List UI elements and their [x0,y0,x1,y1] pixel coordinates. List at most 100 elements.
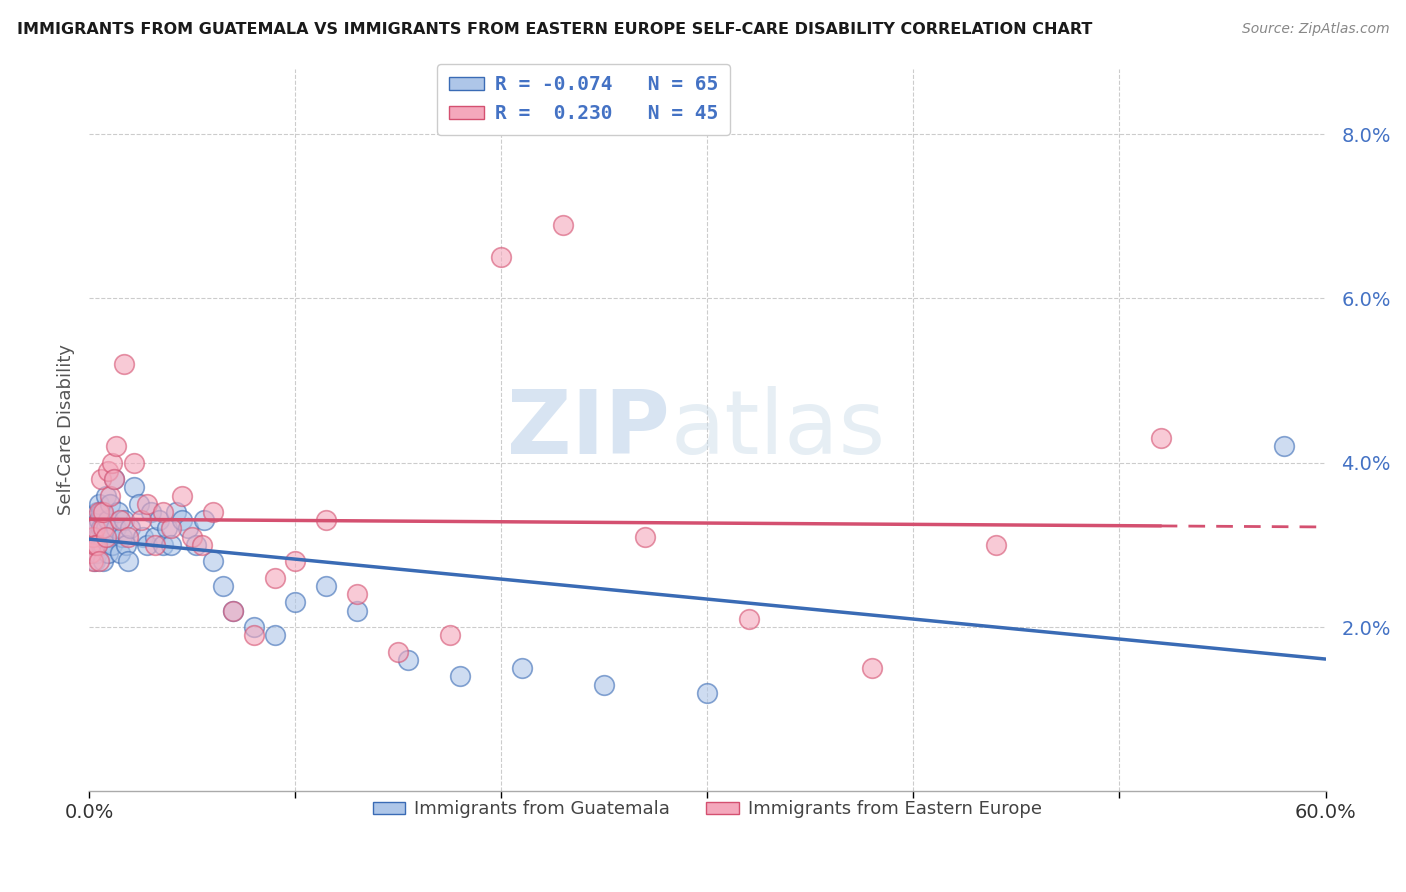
Point [100,538,122,552]
Point [243,620,266,634]
Point [90,521,112,535]
Point [156,521,179,535]
Point [86,538,108,552]
Point [82,513,104,527]
Point [696,686,718,700]
Point [84,521,107,535]
Point [84,521,107,535]
Point [80,521,103,535]
Point [82,546,104,560]
Point [97,546,120,560]
Point [315,579,337,593]
Point [737,612,759,626]
Point [177,521,200,535]
Point [152,538,174,552]
Point [82,530,104,544]
Point [212,579,235,593]
Point [135,538,157,552]
Point [860,661,883,675]
Point [90,472,112,486]
Point [104,521,127,535]
Point [103,472,125,486]
Point [152,505,174,519]
Point [86,530,108,544]
Point [82,530,104,544]
Point [93,538,115,552]
Point [100,456,122,470]
Legend: Immigrants from Guatemala, Immigrants from Eastern Europe: Immigrants from Guatemala, Immigrants fr… [366,793,1049,826]
Point [1150,431,1173,445]
Point [139,505,162,519]
Point [160,521,183,535]
Point [222,604,245,618]
Point [449,669,471,683]
Point [98,489,121,503]
Point [93,554,115,568]
Point [108,546,131,560]
Point [84,538,107,552]
Point [90,538,112,552]
Point [108,513,131,527]
Point [160,538,183,552]
Point [170,489,193,503]
Point [489,251,512,265]
Point [97,464,120,478]
Point [94,530,117,544]
Point [94,489,117,503]
Point [128,497,150,511]
Point [263,571,285,585]
Point [193,513,215,527]
Point [387,645,409,659]
Point [89,513,111,527]
Text: IMMIGRANTS FROM GUATEMALA VS IMMIGRANTS FROM EASTERN EUROPE SELF-CARE DISABILITY: IMMIGRANTS FROM GUATEMALA VS IMMIGRANTS … [17,22,1092,37]
Point [201,505,224,519]
Point [129,513,152,527]
Point [346,604,368,618]
Point [186,538,208,552]
Point [243,628,266,642]
Point [86,546,108,560]
Point [346,587,368,601]
Point [111,530,134,544]
Point [170,513,193,527]
Point [263,628,285,642]
Point [398,653,420,667]
Point [1272,439,1295,453]
Point [124,480,146,494]
Point [94,521,117,535]
Point [84,538,107,552]
Point [143,530,166,544]
Text: ZIP: ZIP [508,386,671,474]
Point [165,505,187,519]
Point [284,554,307,568]
Point [84,554,107,568]
Point [98,530,121,544]
Point [112,513,135,527]
Point [510,661,533,675]
Point [135,497,157,511]
Point [115,538,138,552]
Point [89,554,111,568]
Point [222,604,245,618]
Point [148,513,170,527]
Point [107,505,129,519]
Point [104,439,127,453]
Point [984,538,1007,552]
Point [124,456,146,470]
Point [89,505,111,519]
Point [201,554,224,568]
Point [80,546,103,560]
Point [439,628,461,642]
Point [89,530,111,544]
Point [551,218,574,232]
Y-axis label: Self-Care Disability: Self-Care Disability [58,344,75,516]
Text: atlas: atlas [671,386,886,474]
Point [112,357,135,371]
Point [131,530,153,544]
Text: Source: ZipAtlas.com: Source: ZipAtlas.com [1241,22,1389,37]
Point [315,513,337,527]
Point [143,538,166,552]
Point [191,538,214,552]
Point [181,530,204,544]
Point [593,677,616,691]
